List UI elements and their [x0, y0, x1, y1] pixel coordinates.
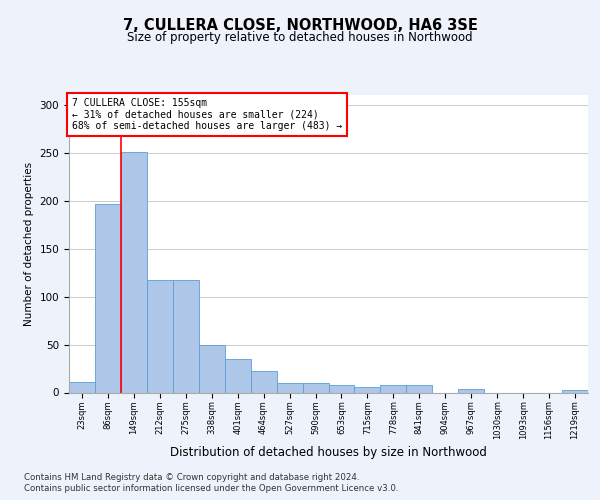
Bar	[69, 382, 95, 392]
Bar	[458, 388, 484, 392]
Text: 7 CULLERA CLOSE: 155sqm
← 31% of detached houses are smaller (224)
68% of semi-d: 7 CULLERA CLOSE: 155sqm ← 31% of detache…	[71, 98, 342, 131]
Bar	[277, 383, 302, 392]
Bar	[406, 385, 432, 392]
Text: Contains HM Land Registry data © Crown copyright and database right 2024.: Contains HM Land Registry data © Crown c…	[24, 472, 359, 482]
Bar	[302, 383, 329, 392]
Bar	[562, 390, 588, 392]
Y-axis label: Number of detached properties: Number of detached properties	[24, 162, 34, 326]
Text: Contains public sector information licensed under the Open Government Licence v3: Contains public sector information licen…	[24, 484, 398, 493]
Bar	[225, 359, 251, 392]
Bar	[199, 344, 224, 393]
Bar	[121, 152, 147, 392]
Bar	[173, 280, 199, 392]
Bar	[95, 204, 121, 392]
X-axis label: Distribution of detached houses by size in Northwood: Distribution of detached houses by size …	[170, 446, 487, 459]
Bar	[147, 280, 173, 392]
Text: Size of property relative to detached houses in Northwood: Size of property relative to detached ho…	[127, 31, 473, 44]
Bar	[329, 385, 355, 392]
Bar	[251, 372, 277, 392]
Bar	[380, 385, 406, 392]
Bar	[355, 386, 380, 392]
Text: 7, CULLERA CLOSE, NORTHWOOD, HA6 3SE: 7, CULLERA CLOSE, NORTHWOOD, HA6 3SE	[122, 18, 478, 32]
